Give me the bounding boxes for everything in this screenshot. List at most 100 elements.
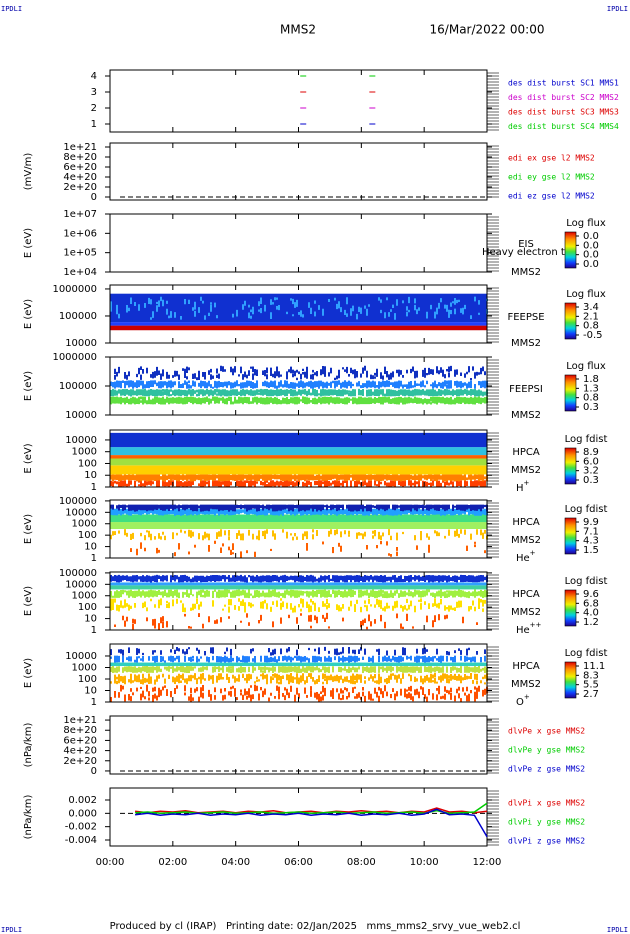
spacecraft-label: MMS2 [511, 410, 541, 421]
colorbar-tick-label: 0.0 [583, 231, 599, 242]
y-tick-label: 10000 [65, 435, 97, 446]
species-label: He+ [516, 549, 536, 564]
colorbar [564, 661, 577, 699]
spacecraft-label: MMS2 [511, 338, 541, 349]
instrument-label: HPCA [512, 661, 540, 672]
y-tick-label: 1 [91, 625, 97, 636]
species-base: H [516, 483, 524, 494]
y-tick-label: 10 [84, 614, 97, 625]
y-tick-label: 100000 [59, 568, 97, 579]
spectrogram-speckle [110, 474, 488, 482]
instrument-label: HPCA [512, 589, 540, 600]
spectrogram-speckle [110, 504, 488, 512]
y-axis-label: E (eV) [23, 514, 34, 544]
legend-entry: dlvPe x gse MMS2 [508, 727, 585, 736]
y-tick-label: 8e+20 [63, 725, 97, 736]
y-tick-label: 10000 [65, 651, 97, 662]
legend-entry: des dist burst SC4 MMS4 [508, 122, 619, 131]
y-tick-label: 10000 [65, 579, 97, 590]
colorbar-title: Log flux [566, 289, 606, 300]
colorbar [564, 302, 577, 340]
panel-frame [109, 787, 488, 847]
spectrogram-band [110, 514, 487, 523]
colorbar-tick-label: 6.8 [583, 598, 599, 609]
y-tick-label: 10 [84, 470, 97, 481]
x-tick-label: 02:00 [158, 857, 187, 868]
y-tick-label: 1000 [72, 591, 97, 602]
colorbar [564, 374, 577, 412]
colorbar-tick-label: 0.8 [583, 393, 599, 404]
species-charge: ++ [530, 621, 542, 629]
colorbar-title: Log flux [566, 218, 606, 229]
colorbar [564, 517, 577, 555]
colorbar-tick-label: 0.3 [583, 475, 599, 486]
panel-frame [109, 213, 488, 273]
overlap-note: Heavy electron to [482, 247, 571, 258]
panel-frame [109, 142, 488, 201]
colorbar-tick-label: 1.2 [583, 617, 599, 628]
spectrogram-speckle [110, 574, 488, 583]
spacecraft-label: MMS2 [511, 535, 541, 546]
y-axis-label: E (eV) [23, 371, 34, 401]
colorbar-tick-label: -0.5 [583, 330, 603, 341]
colorbar [564, 447, 577, 485]
spacecraft-label: MMS2 [511, 679, 541, 690]
legend-entry: dlvPi x gse MMS2 [508, 799, 585, 808]
spectrogram-band [110, 293, 487, 323]
y-tick-label: -0.004 [65, 835, 97, 846]
spectrogram-band [110, 585, 487, 590]
spectrogram-band [110, 447, 487, 456]
colorbar-tick-label: 11.1 [583, 661, 605, 672]
spectrogram-speckle [110, 380, 488, 389]
colorbar-tick-label: 1.8 [583, 374, 599, 385]
colorbar-title: Log fdist [565, 504, 608, 515]
spectrogram-speckle [110, 529, 488, 541]
colorbar-tick-label: 8.3 [583, 670, 599, 681]
y-tick-label: 1e+04 [63, 267, 97, 278]
y-tick-label: 100000 [59, 311, 97, 322]
y-tick-label: 1 [91, 553, 97, 564]
spectrogram-speckle [110, 655, 486, 663]
species-label: H+ [516, 479, 530, 494]
colorbar-title: Log fdist [565, 648, 608, 659]
x-tick-label: 06:00 [284, 857, 313, 868]
legend-entry: des dist burst SC3 MMS3 [508, 108, 619, 117]
corner-tag: IPDLI [1, 5, 22, 13]
legend-entry: dlvPe y gse MMS2 [508, 746, 585, 755]
x-tick-label: 12:00 [473, 857, 502, 868]
y-tick-label: 0 [91, 192, 97, 203]
spectrogram-band [110, 455, 487, 459]
y-tick-label: 3 [91, 87, 97, 98]
y-tick-label: 100000 [59, 496, 97, 507]
y-tick-label: 10 [84, 542, 97, 553]
colorbar-tick-label: 9.9 [583, 517, 599, 528]
y-tick-label: 1e+21 [63, 142, 97, 153]
spectrogram-band [110, 582, 487, 586]
colorbar [564, 231, 577, 269]
legend-entry: edi ex gse l2 MMS2 [508, 154, 595, 163]
y-tick-label: 1000 [72, 519, 97, 530]
spectrogram-speckle [110, 396, 488, 405]
y-tick-label: 4e+20 [63, 746, 97, 757]
species-base: He [516, 553, 530, 564]
spectrogram-band [110, 465, 487, 475]
y-tick-label: 0 [91, 766, 97, 777]
colorbar-tick-label: 0.0 [583, 240, 599, 251]
instrument-label: HPCA [512, 517, 540, 528]
legend-entry: des dist burst SC2 MMS2 [508, 93, 619, 102]
y-tick-label: 0.000 [68, 808, 97, 819]
y-tick-label: 1e+05 [63, 248, 97, 259]
species-base: O [516, 697, 524, 708]
colorbar-tick-label: 0.8 [583, 321, 599, 332]
y-tick-label: 8e+20 [63, 152, 97, 163]
corner-tag: IPDLI [1, 926, 22, 934]
spectrogram-speckle [110, 673, 488, 685]
y-tick-label: 10000 [65, 507, 97, 518]
x-tick-label: 08:00 [347, 857, 376, 868]
y-tick-label: 0.002 [68, 795, 97, 806]
instrument-label: HPCA [512, 447, 540, 458]
spectrogram-band [110, 325, 487, 331]
species-label: He++ [516, 621, 542, 636]
y-axis-label: E (eV) [23, 586, 34, 616]
colorbar-tick-label: 0.0 [583, 250, 599, 261]
